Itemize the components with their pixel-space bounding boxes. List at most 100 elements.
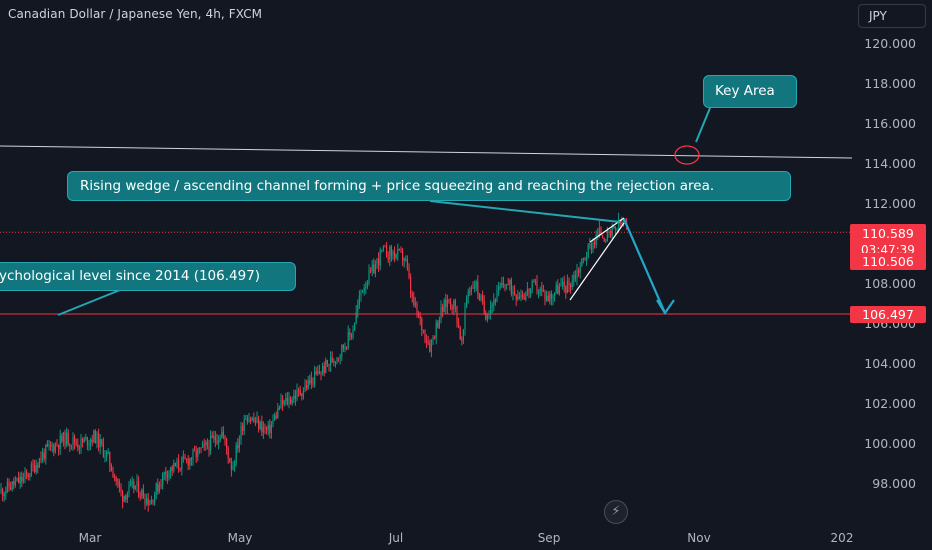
candle-body: [373, 264, 375, 274]
candle-body: [142, 489, 144, 499]
candle-body: [34, 465, 36, 473]
candle-body: [587, 244, 589, 258]
candle-body: [70, 445, 72, 447]
candle-body: [517, 296, 519, 300]
candle-body: [133, 481, 135, 489]
candle-body: [139, 496, 141, 498]
candle-body: [622, 221, 624, 223]
candle-body: [526, 288, 528, 294]
candle-body: [358, 295, 360, 305]
candle-body: [62, 432, 64, 442]
candle-body: [238, 439, 240, 449]
candle-body: [614, 226, 616, 229]
candle-body: [378, 258, 380, 266]
candle-body: [302, 390, 304, 397]
candle-body: [168, 471, 170, 478]
candle-body: [410, 277, 412, 294]
candle-body: [107, 452, 109, 454]
lightning-icon[interactable]: ⚡: [604, 500, 628, 524]
candle-body: [576, 270, 578, 279]
candle-body: [381, 249, 383, 251]
candle-body: [334, 361, 336, 363]
candle-body: [125, 495, 127, 500]
candle-body: [118, 481, 120, 487]
candle-body: [562, 281, 564, 285]
candle-body: [411, 293, 413, 297]
candle-body: [472, 287, 474, 289]
candle-body: [176, 460, 178, 467]
time-axis[interactable]: Mar May Jul Sep Nov 202: [79, 531, 854, 545]
candle-body: [554, 292, 556, 296]
candle-body: [429, 343, 431, 352]
candle-body: [621, 221, 623, 225]
candle-body: [138, 481, 140, 497]
currency-selector[interactable]: JPY: [858, 4, 926, 28]
candle-body: [117, 481, 119, 483]
candle-body: [182, 456, 184, 459]
candle-body: [610, 230, 612, 236]
candle-body: [430, 340, 432, 352]
candle-body: [320, 373, 322, 375]
candle-body: [259, 421, 261, 429]
candle-body: [608, 230, 610, 232]
candle-body: [546, 295, 548, 300]
candle-body: [64, 432, 66, 445]
candle-body: [98, 432, 100, 448]
candle-body: [149, 504, 151, 506]
candle-body: [250, 419, 252, 421]
candle-body: [154, 494, 156, 503]
candle-body: [418, 313, 420, 317]
candle-body: [331, 357, 333, 363]
candle-body: [382, 246, 384, 250]
candle-body: [512, 291, 514, 294]
candle-body: [26, 472, 28, 474]
candle-body: [392, 251, 394, 256]
candle-body: [198, 447, 200, 449]
psych-callout-pointer: [57, 289, 121, 316]
candle-body: [160, 484, 162, 486]
candle-body: [270, 424, 272, 434]
candle-body: [568, 280, 570, 286]
candle-body: [493, 300, 495, 305]
candle-body: [126, 493, 128, 500]
candle-body: [507, 284, 509, 286]
candle-body: [589, 243, 591, 245]
candle-body: [574, 275, 576, 279]
candle-body: [306, 385, 308, 389]
candle-body: [602, 235, 604, 238]
candle-body: [256, 417, 258, 423]
candle-body: [214, 436, 216, 441]
candle-body: [446, 299, 448, 308]
candle-body: [304, 385, 306, 391]
projection-arrowhead: [656, 299, 675, 316]
wedge-lower-line: [569, 222, 625, 301]
candle-body: [533, 280, 535, 282]
candle-body: [565, 286, 567, 293]
candle-body: [326, 359, 328, 365]
candle-body: [395, 254, 397, 259]
x-tick-label: Mar: [79, 531, 102, 545]
y-tick-label: 102.000: [864, 396, 916, 411]
candle-body: [264, 427, 266, 429]
candle-body: [216, 440, 218, 444]
candle-body: [181, 458, 183, 470]
candle-body: [314, 371, 316, 385]
candle-body: [2, 489, 4, 497]
candle-body: [53, 445, 55, 452]
candle-body: [530, 288, 532, 294]
drawings: [0, 107, 853, 316]
candle-body: [150, 499, 152, 505]
y-tick-label: 120.000: [864, 36, 916, 51]
candle-body: [166, 474, 168, 478]
candle-body: [480, 295, 482, 301]
candle-body: [128, 485, 130, 494]
candle-body: [18, 477, 20, 483]
candle-body: [611, 226, 613, 236]
candle-body: [274, 415, 276, 421]
candle-body: [442, 306, 444, 312]
candle-body: [317, 371, 319, 374]
candle-body: [509, 279, 511, 285]
candle-body: [558, 286, 560, 294]
candle-body: [173, 463, 175, 471]
candle-body: [454, 300, 456, 306]
